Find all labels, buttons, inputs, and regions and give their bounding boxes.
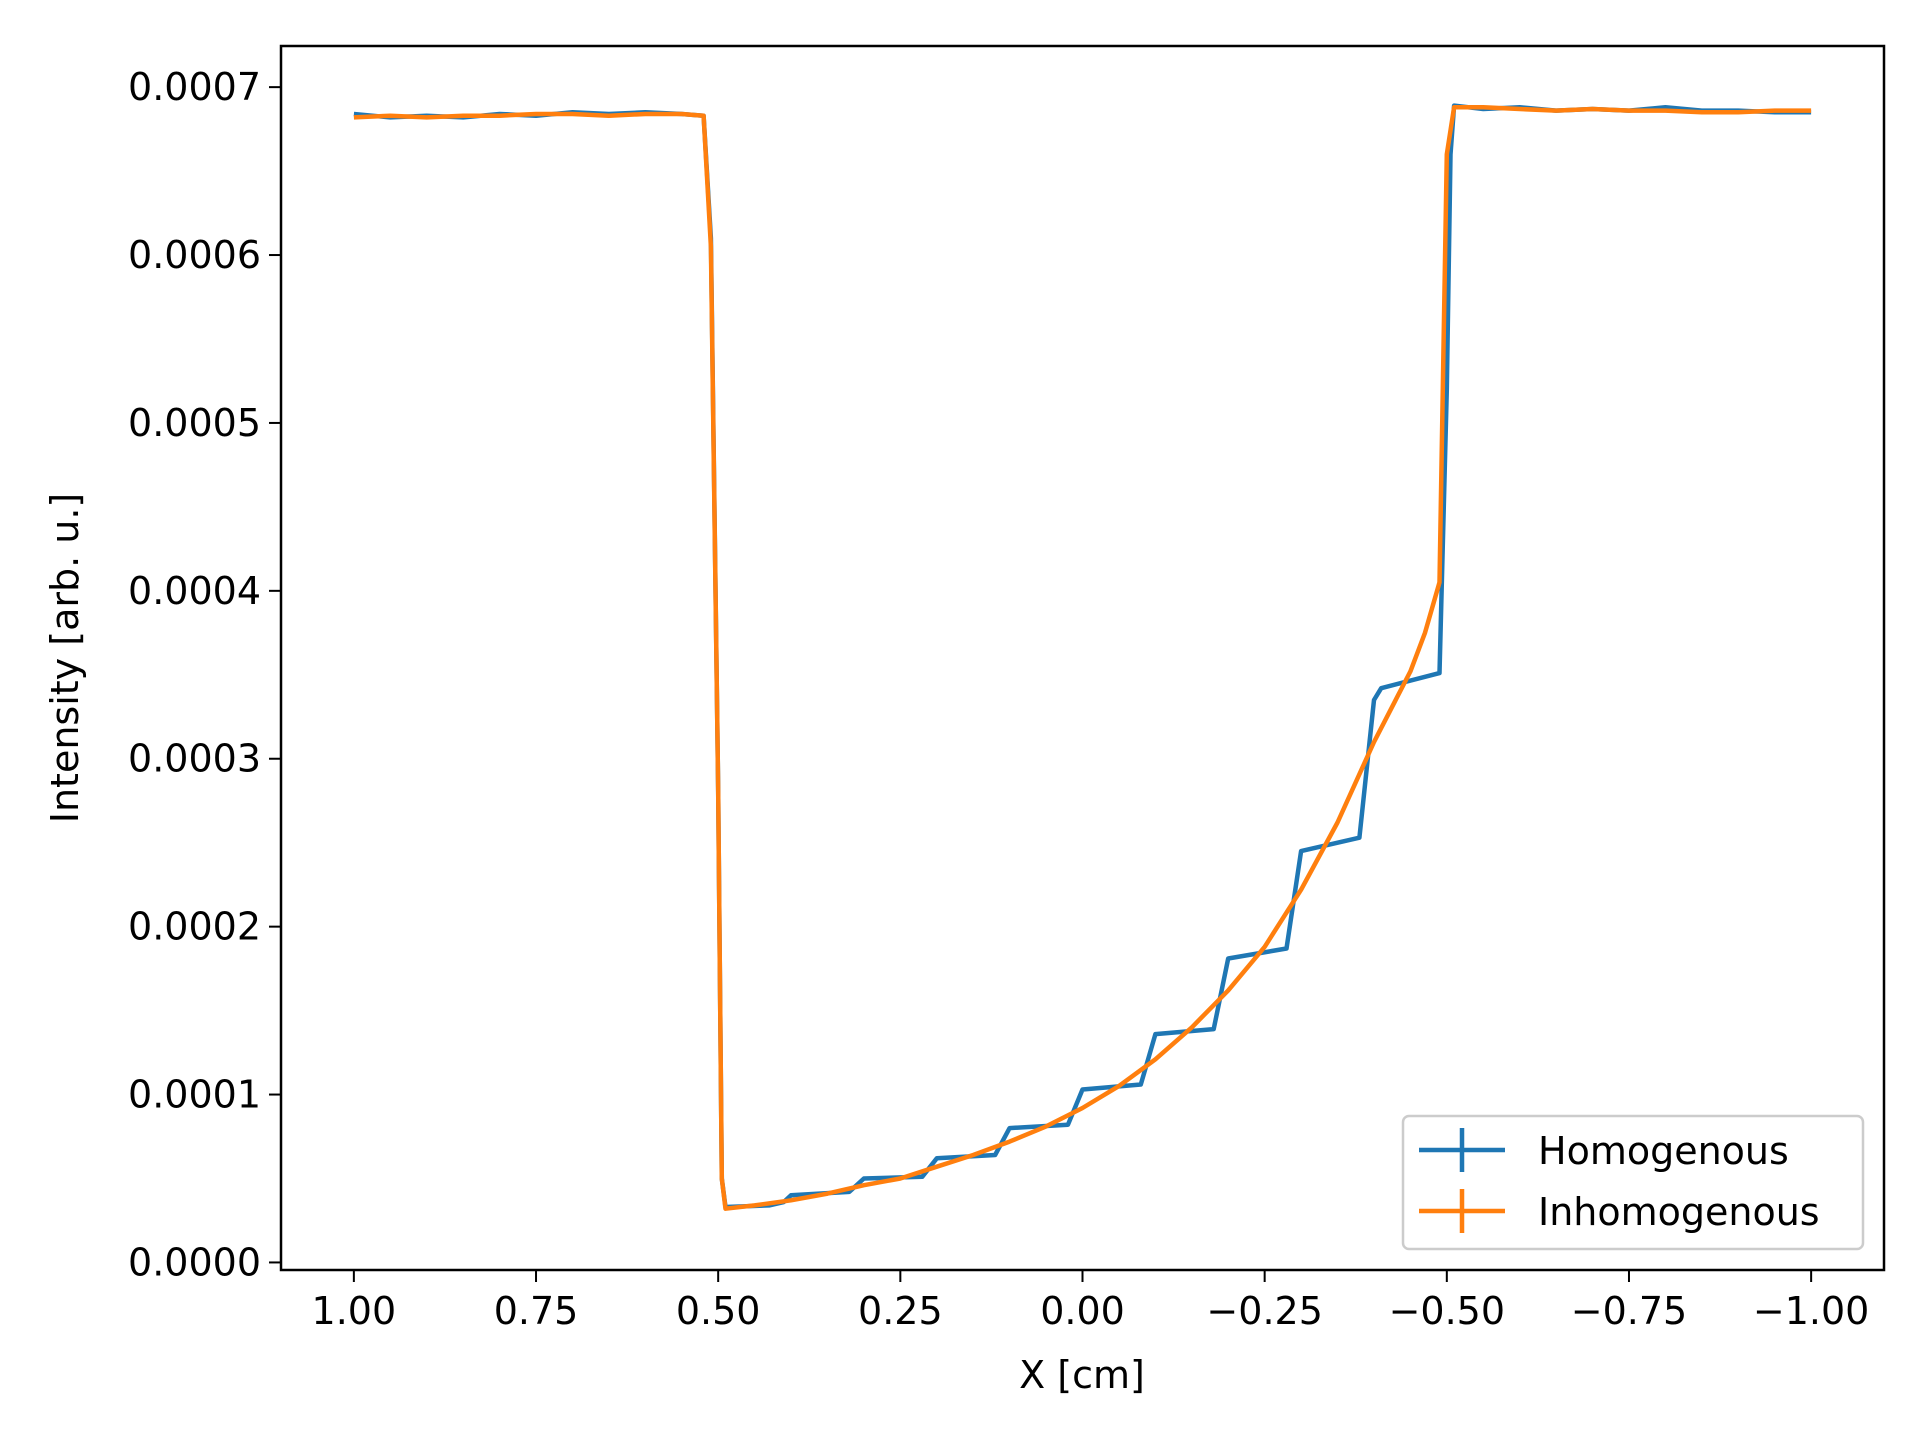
x-tick-label: −1.00 <box>1753 1289 1869 1333</box>
x-tick-label: 0.50 <box>676 1289 761 1333</box>
y-tick-label: 0.0006 <box>128 233 261 277</box>
y-tick-label: 0.0007 <box>128 65 261 109</box>
x-tick: 0.00 <box>1040 1270 1125 1333</box>
x-tick: −0.50 <box>1389 1270 1505 1333</box>
x-tick-label: −0.50 <box>1389 1289 1505 1333</box>
legend-label-homogenous: Homogenous <box>1538 1129 1789 1173</box>
x-tick: 0.50 <box>676 1270 761 1333</box>
legend-label-inhomogenous: Inhomogenous <box>1538 1190 1820 1234</box>
y-tick: 0.0002 <box>128 905 281 949</box>
y-tick: 0.0005 <box>128 401 281 445</box>
x-tick: 0.75 <box>494 1270 579 1333</box>
y-tick: 0.0006 <box>128 233 281 277</box>
x-axis-label: X [cm] <box>1019 1353 1145 1397</box>
y-tick: 0.0003 <box>128 737 281 781</box>
y-tick: 0.0007 <box>128 65 281 109</box>
y-tick-label: 0.0003 <box>128 737 261 781</box>
x-axis: 1.00 0.75 0.50 0.25 0.00 −0.25 −0.50 −0.75 −1.00 <box>312 1270 1869 1333</box>
x-tick: −1.00 <box>1753 1270 1869 1333</box>
y-axis-label: Intensity [arb. u.] <box>43 493 87 823</box>
x-tick: 1.00 <box>312 1270 397 1333</box>
y-tick-label: 0.0000 <box>128 1240 261 1284</box>
x-tick: −0.75 <box>1571 1270 1687 1333</box>
y-axis: 0.0000 0.0001 0.0002 0.0003 0.0004 0.0005 0.00… <box>128 65 281 1284</box>
legend-box <box>1401 1114 1865 1251</box>
x-tick-label: 0.00 <box>1040 1289 1125 1333</box>
y-tick: 0.0001 <box>128 1073 281 1117</box>
series-layer <box>353 103 1812 1211</box>
y-tick-label: 0.0002 <box>128 905 261 949</box>
x-tick-label: −0.75 <box>1571 1289 1687 1333</box>
x-tick-label: 0.75 <box>494 1289 579 1333</box>
y-tick-label: 0.0001 <box>128 1073 261 1117</box>
x-tick-label: 1.00 <box>312 1289 397 1333</box>
y-tick: 0.0004 <box>128 569 281 613</box>
x-tick: −0.25 <box>1206 1270 1323 1333</box>
x-tick-label: 0.25 <box>858 1289 943 1333</box>
series-line-inhomogenous <box>353 105 1812 1211</box>
y-tick-label: 0.0004 <box>128 569 261 613</box>
x-tick-label: −0.25 <box>1206 1289 1322 1333</box>
legend: Homogenous Inhomogenous <box>1401 1114 1865 1251</box>
y-tick-label: 0.0005 <box>128 401 261 445</box>
x-tick: 0.25 <box>858 1270 943 1333</box>
y-tick: 0.0000 <box>128 1240 281 1284</box>
